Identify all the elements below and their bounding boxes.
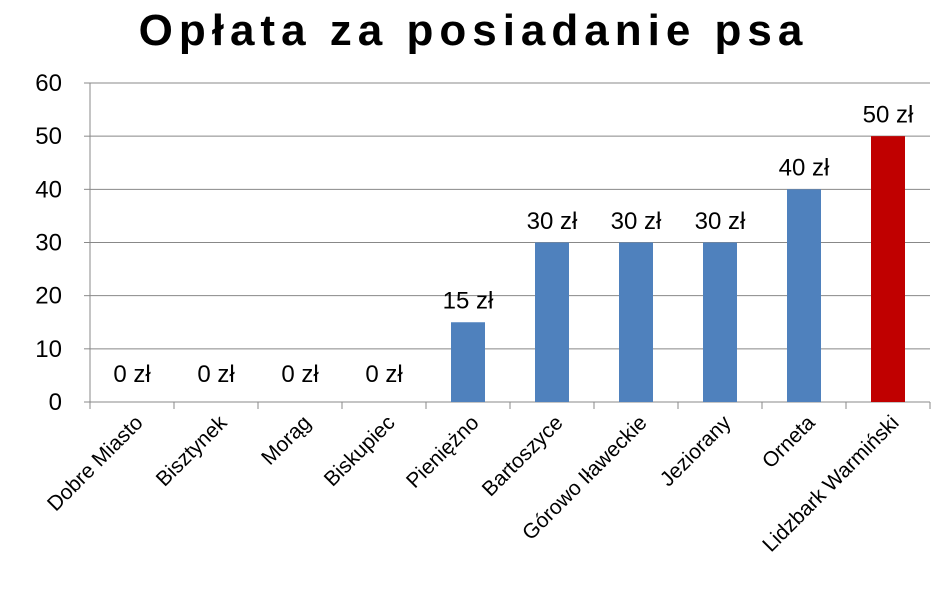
- data-labels: 0 zł 0 zł 0 zł 0 zł 15 zł 30 zł 30 zł 30 zł 40 z…: [113, 102, 914, 388]
- data-label-mor-g: 0 zł: [281, 361, 319, 388]
- bar-jeziorany: [703, 242, 737, 402]
- bar-g-rowo-i-aweckie: [619, 242, 653, 402]
- bar-bartoszyce: [535, 242, 569, 402]
- x-tick-label-pieni-no: Pieniężno: [402, 411, 483, 492]
- x-tick-label-jeziorany: Jeziorany: [656, 411, 736, 491]
- x-tick-label-bartoszyce: Bartoszyce: [478, 411, 568, 501]
- data-label-pieni-no: 15 zł: [443, 288, 494, 315]
- x-tick-label-dobre-miasto: Dobre Miasto: [43, 411, 148, 516]
- bars: [451, 136, 905, 402]
- chart-title: Opłata za posiadanie psa: [138, 6, 809, 55]
- data-label-bisztynek: 0 zł: [197, 361, 235, 388]
- data-label-lidzbark-warmi-ski: 50 zł: [863, 102, 914, 129]
- x-tick-label-mor-g: Morąg: [257, 411, 315, 469]
- bar-lidzbark-warmi-ski: [871, 136, 905, 402]
- x-tick-label-bisztynek: Bisztynek: [152, 411, 232, 491]
- y-tick-label-50: 50: [35, 123, 62, 150]
- data-label-jeziorany: 30 zł: [695, 208, 746, 235]
- data-label-orneta: 40 zł: [779, 155, 830, 182]
- x-tick-label-orneta: Orneta: [758, 411, 820, 473]
- data-label-bartoszyce: 30 zł: [527, 208, 578, 235]
- y-tick-label-60: 60: [35, 70, 62, 97]
- x-tick-labels: Dobre Miasto Bisztynek Morąg Biskupiec Pieni…: [43, 411, 904, 557]
- bar-pieni-no: [451, 322, 485, 402]
- y-tick-label-20: 20: [35, 283, 62, 310]
- data-label-g-rowo-i-aweckie: 30 zł: [611, 208, 662, 235]
- data-label-dobre-miasto: 0 zł: [113, 361, 151, 388]
- y-tick-labels: 0 10 20 30 40 50 60: [35, 70, 62, 416]
- y-tick-label-10: 10: [35, 336, 62, 363]
- y-tick-label-0: 0: [49, 389, 62, 416]
- y-tick-label-30: 30: [35, 230, 62, 257]
- gridlines: [90, 82, 930, 350]
- x-tick-label-lidzbark-warmi-ski: Lidzbark Warmiński: [758, 411, 903, 556]
- x-tick-label-biskupiec: Biskupiec: [320, 411, 400, 491]
- y-tick-label-40: 40: [35, 176, 62, 203]
- bar-orneta: [787, 189, 821, 402]
- data-label-biskupiec: 0 zł: [365, 361, 403, 388]
